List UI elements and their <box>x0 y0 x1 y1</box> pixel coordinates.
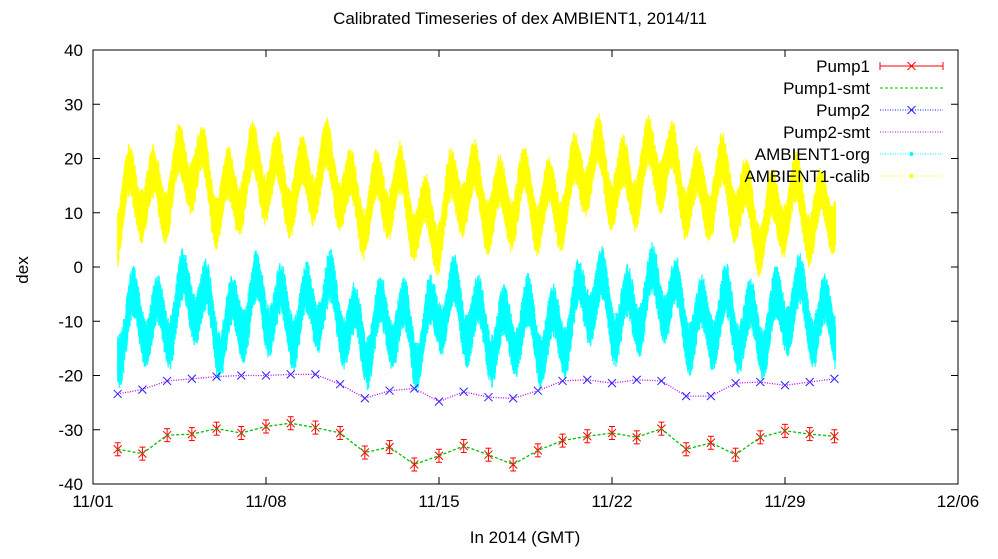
legend-label: Pump2 <box>816 101 870 120</box>
marker-x <box>187 374 197 384</box>
data-point <box>459 387 469 397</box>
legend-label: AMBIENT1-org <box>755 145 870 164</box>
axes: -40 -30 -20 -10 0 10 20 30 40 11/01 11/08 11/15 11/2… <box>58 41 979 511</box>
data-point <box>657 376 666 386</box>
data-point <box>607 378 617 388</box>
legend-entry: Pump2-smt <box>783 123 943 142</box>
legend-entry: Pump1-smt <box>783 79 943 98</box>
data-point <box>582 429 592 444</box>
data-point <box>706 435 716 450</box>
legend-entry: Pump2 <box>816 101 943 120</box>
legend: Pump1 Pump1-smt Pump2 Pump2-smt AMBIENT1-org… <box>744 57 944 186</box>
x-tick-label: 12/06 <box>937 492 980 511</box>
marker-x <box>409 460 419 469</box>
plot-area-lines <box>113 370 839 472</box>
legend-marker <box>909 174 914 178</box>
legend-label: Pump2-smt <box>783 123 870 142</box>
legend-marker <box>909 152 914 156</box>
marker-x <box>459 387 469 397</box>
marker-x <box>162 376 172 386</box>
marker-x <box>830 431 839 441</box>
data-point <box>830 429 839 444</box>
y-tick-label: -20 <box>58 367 83 386</box>
y-tick-label: 40 <box>64 41 83 60</box>
data-point <box>335 379 345 389</box>
data-point <box>187 374 197 384</box>
x-axis-label: In 2014 (GMT) <box>470 528 581 547</box>
x-tick-label: 11/15 <box>418 492 459 511</box>
legend-marker <box>907 105 916 115</box>
y-tick-label: 20 <box>64 150 83 169</box>
y-tick-label: 10 <box>64 204 83 223</box>
x-tick-label: 11/29 <box>764 492 805 511</box>
series-line <box>117 422 835 466</box>
series-line <box>117 373 835 403</box>
marker-x <box>706 438 716 448</box>
data-point <box>360 445 370 460</box>
marker-x <box>360 448 370 457</box>
marker-x <box>311 370 320 379</box>
data-point <box>508 457 518 472</box>
data-point <box>558 376 567 386</box>
series-Pump2-smt <box>117 373 835 403</box>
marker-x <box>632 375 642 385</box>
series-Pump1 <box>113 416 839 472</box>
y-tick-label: -10 <box>58 312 83 331</box>
data-point <box>830 374 839 384</box>
series-Pump1-smt <box>117 422 835 466</box>
data-point <box>607 425 617 441</box>
marker-x <box>582 431 592 441</box>
data-point <box>582 375 592 385</box>
data-point <box>558 433 567 448</box>
data-point <box>311 370 320 379</box>
x-tick-label: 11/22 <box>591 492 632 511</box>
series-AMBIENT1-calib-band <box>117 113 837 277</box>
marker-x <box>582 375 592 385</box>
x-tick-label: 11/01 <box>72 492 113 511</box>
data-point <box>632 430 642 445</box>
data-point <box>162 376 172 386</box>
marker-x <box>830 374 839 384</box>
marker-x <box>558 376 567 386</box>
series-AMBIENT1-org-band <box>117 242 837 392</box>
y-tick-label: -40 <box>58 475 83 494</box>
legend-label: Pump1 <box>816 57 870 76</box>
y-tick-label: 0 <box>74 258 83 277</box>
data-point <box>385 440 394 455</box>
x-tick-label: 11/08 <box>245 492 286 511</box>
marker-x <box>607 428 617 438</box>
legend-entry: AMBIENT1-org <box>755 145 943 164</box>
marker-x <box>558 436 567 445</box>
marker-x <box>385 442 394 452</box>
data-point <box>409 457 419 472</box>
plot-area-bands <box>117 113 837 392</box>
marker-x <box>657 376 666 386</box>
marker-x <box>508 460 518 469</box>
legend-marker <box>907 61 916 71</box>
legend-label: Pump1-smt <box>783 79 870 98</box>
marker-x <box>360 393 370 403</box>
y-tick-label: 30 <box>64 95 83 114</box>
y-tick-label: -30 <box>58 421 83 440</box>
chart-title: Calibrated Timeseries of dex AMBIENT1, 2… <box>333 9 707 28</box>
marker-x <box>335 379 345 389</box>
legend-label: AMBIENT1-calib <box>744 167 870 186</box>
marker-x <box>607 378 617 388</box>
y-axis-label: dex <box>13 256 32 284</box>
legend-entry: Pump1 <box>816 57 944 76</box>
data-point <box>360 393 370 403</box>
marker-x <box>632 432 642 442</box>
data-point <box>632 375 642 385</box>
legend-entry: AMBIENT1-calib <box>744 167 943 186</box>
